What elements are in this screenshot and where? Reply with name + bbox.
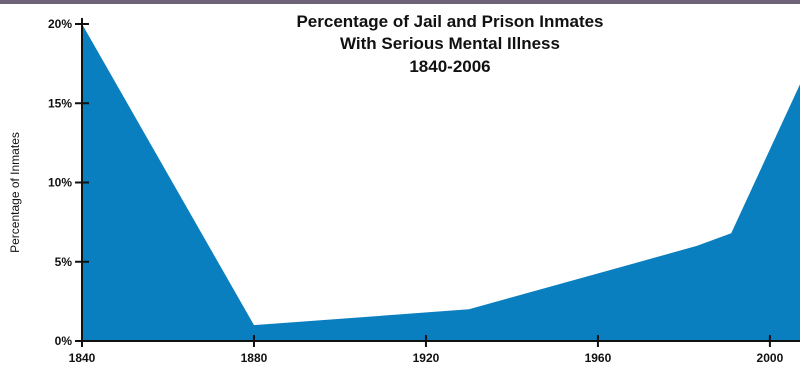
y-tick-label: 10% (48, 176, 72, 190)
y-tick-label: 20% (48, 17, 72, 31)
y-tick-label: 0% (55, 334, 73, 348)
x-tick-label: 1840 (69, 351, 96, 365)
chart-title-line-2: With Serious Mental Illness (340, 34, 560, 53)
y-axis-label: Percentage of Inmates (8, 132, 22, 253)
x-tick-label: 1880 (241, 351, 268, 365)
chart-title-line-3: 1840-2006 (409, 57, 490, 76)
chart-title-line-1: Percentage of Jail and Prison Inmates (296, 12, 603, 31)
x-tick-label: 1960 (585, 351, 612, 365)
x-tick-label: 1920 (413, 351, 440, 365)
y-tick-label: 5% (55, 255, 73, 269)
area-series (82, 24, 800, 341)
y-tick-label: 15% (48, 96, 72, 110)
top-rule (0, 0, 800, 4)
x-tick-label: 2000 (757, 351, 784, 365)
